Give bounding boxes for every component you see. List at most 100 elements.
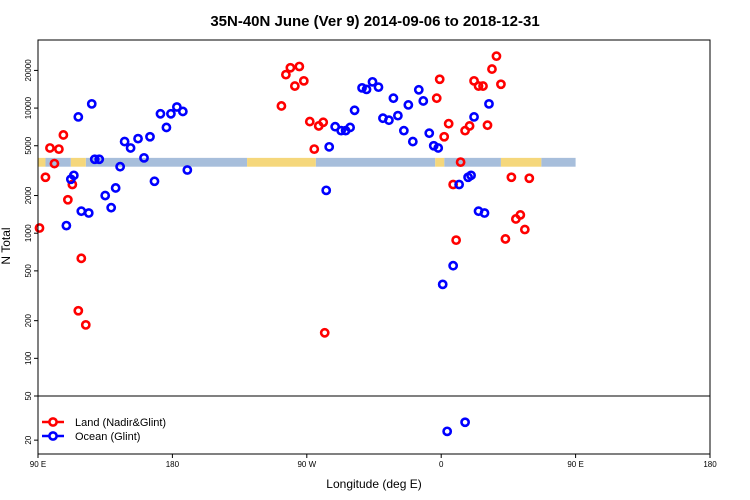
ocean-point — [437, 279, 448, 290]
ocean-point — [145, 131, 155, 142]
land-point — [506, 172, 517, 183]
plot-frame-lower — [37, 395, 711, 455]
ocean-point — [345, 122, 356, 133]
land-point — [276, 101, 287, 111]
ocean-point — [149, 176, 160, 187]
land-point — [439, 131, 450, 142]
y-tick-label: 2000 — [24, 186, 33, 204]
ocean-point — [433, 143, 444, 153]
land-point — [280, 69, 291, 80]
ocean-point — [324, 141, 335, 152]
ocean-point — [460, 417, 470, 428]
land-point — [34, 223, 45, 233]
ocean-point — [407, 136, 418, 147]
ocean-band-segment — [541, 157, 576, 167]
ocean-point — [155, 108, 166, 119]
ocean-point — [442, 426, 453, 437]
ocean-point — [367, 76, 378, 87]
ocean-point — [83, 208, 94, 218]
ocean-point — [469, 112, 479, 122]
x-tick-label: 0 — [439, 460, 444, 469]
ocean-point — [177, 106, 188, 117]
land-point — [515, 210, 526, 220]
land-point — [309, 144, 320, 155]
land-point — [491, 51, 502, 62]
land-point — [298, 75, 309, 86]
ocean-point — [424, 128, 435, 139]
land-point — [500, 234, 511, 244]
ocean-point — [161, 122, 172, 133]
ocean-point — [349, 105, 360, 116]
ocean-point — [89, 154, 100, 165]
y-tick-label: 20000 — [24, 59, 33, 82]
x-tick-label: 90 E — [567, 460, 583, 469]
x-axis: 90 E 180 90 W 0 90 E 180 — [30, 454, 717, 469]
ocean-point — [76, 206, 87, 217]
ocean-point — [321, 185, 332, 196]
ocean-point — [139, 152, 149, 163]
x-axis-label: Longitude (deg E) — [326, 477, 421, 491]
land-point — [304, 116, 315, 127]
ocean-point — [94, 154, 105, 165]
ocean-point — [110, 183, 121, 193]
y-tick-label: 200 — [24, 313, 33, 327]
land-point — [451, 235, 462, 246]
land-band-segment — [38, 157, 46, 167]
y-tick-label: 10000 — [24, 96, 33, 119]
land-band-segment — [247, 157, 316, 167]
legend-label: Land (Nadir&Glint) — [75, 417, 166, 429]
y-tick-label-lower: 20 — [24, 435, 33, 444]
ocean-point — [125, 143, 136, 153]
ocean-point — [100, 190, 111, 201]
ocean-point — [86, 98, 97, 109]
land-point — [496, 79, 506, 90]
legend: Land (Nadir&Glint) Ocean (Glint) — [42, 417, 166, 443]
x-tick-label: 180 — [166, 460, 180, 469]
x-tick-label: 90 E — [30, 460, 46, 469]
land-point — [519, 224, 530, 235]
land-point — [54, 144, 64, 155]
ocean-point — [357, 82, 367, 93]
land-point — [49, 158, 60, 169]
land-point — [285, 62, 296, 73]
land-point — [431, 93, 442, 104]
land-point — [443, 118, 454, 129]
land-band-segment — [500, 157, 542, 167]
ocean-point — [384, 115, 394, 126]
land-point — [482, 120, 493, 131]
legend-label: Ocean (Glint) — [75, 431, 140, 443]
x-tick-label: 180 — [703, 460, 717, 469]
ocean-point — [484, 98, 494, 109]
y-axis: 50 100 200 500 1000 2000 5000 10000 20000 20 — [24, 59, 38, 445]
land-point — [73, 305, 84, 316]
land-point — [58, 130, 69, 140]
y-tick-label: 50 — [24, 391, 33, 400]
land-point — [473, 81, 484, 91]
data-points — [34, 51, 535, 437]
plot-frame-main — [37, 39, 711, 397]
ocean-point — [398, 125, 409, 136]
ocean-point — [182, 165, 193, 175]
y-tick-label: 500 — [24, 264, 33, 278]
ocean-point — [73, 112, 84, 122]
y-tick-label: 5000 — [24, 136, 33, 154]
land-point — [478, 81, 488, 91]
ocean-point — [171, 102, 182, 112]
legend-marker — [48, 417, 58, 427]
ocean-point — [373, 82, 384, 93]
land-point — [40, 172, 51, 183]
chart-title: 35N-40N June (Ver 9) 2014-09-06 to 2018-… — [210, 13, 539, 30]
ocean-point — [403, 100, 414, 110]
land-point — [67, 179, 78, 190]
ocean-point — [413, 84, 424, 95]
ocean-point — [418, 96, 429, 106]
y-tick-label: 100 — [24, 351, 33, 365]
land-point — [319, 327, 330, 338]
land-point — [80, 320, 91, 330]
land-point — [76, 253, 87, 264]
ocean-band-segment — [85, 157, 248, 167]
ocean-point — [479, 208, 490, 218]
ocean-band-segment — [315, 157, 436, 167]
ocean-point — [388, 93, 399, 104]
